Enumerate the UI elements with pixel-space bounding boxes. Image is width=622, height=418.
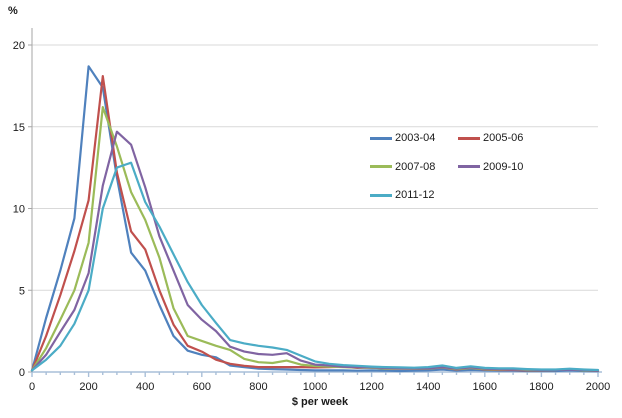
x-tick-label: 600 bbox=[193, 381, 211, 393]
x-tick-label: 1200 bbox=[359, 381, 383, 393]
x-tick-label: 1400 bbox=[416, 381, 440, 393]
x-tick-label: 0 bbox=[29, 381, 35, 393]
x-tick-label: 1000 bbox=[303, 381, 327, 393]
series-2011-12 bbox=[30, 161, 600, 372]
y-tick-label: 20 bbox=[13, 40, 25, 52]
y-tick-label: 15 bbox=[13, 122, 25, 134]
x-axis: 0 200 400 600 800 1000 1200 1400 1600 1800 2000 bbox=[29, 371, 610, 393]
series-2007-08 bbox=[30, 105, 600, 372]
x-tick-label: 400 bbox=[136, 381, 154, 393]
x-axis-title: $ per week bbox=[291, 396, 349, 408]
x-tick-label: 1600 bbox=[473, 381, 497, 393]
x-tick-label: 2000 bbox=[586, 381, 610, 393]
x-tick-label: 200 bbox=[79, 381, 97, 393]
series-2005-06 bbox=[30, 74, 600, 372]
series-2003-04 bbox=[30, 65, 600, 373]
y-tick-label: 0 bbox=[19, 367, 25, 379]
gridlines bbox=[32, 44, 598, 291]
y-tick-label: 10 bbox=[13, 204, 25, 216]
x-tick-label: 1800 bbox=[529, 381, 553, 393]
y-tick-label: 5 bbox=[19, 285, 25, 297]
y-axis: 0 5 10 15 20 bbox=[13, 28, 33, 379]
x-tick-label: 800 bbox=[249, 381, 267, 393]
y-axis-unit-label: % bbox=[8, 5, 18, 17]
